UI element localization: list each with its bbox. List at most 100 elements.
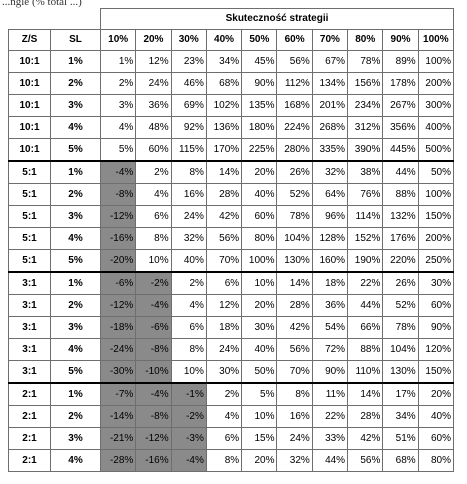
value-cell: 2%	[205, 382, 243, 406]
strategy-table: Skuteczność strategii Z/S SL 10% 20% 30% 40…	[8, 8, 455, 472]
value-cell: -4%	[170, 449, 207, 472]
value-cell: -30%	[99, 360, 137, 384]
value-cell: 500%	[417, 138, 455, 162]
value-cell: -6%	[99, 271, 137, 295]
value-cell: 26%	[276, 160, 313, 184]
stoploss-cell: 4%	[50, 449, 101, 472]
header-zs: Z/S	[8, 29, 51, 51]
value-cell: 14%	[347, 382, 384, 406]
value-cell: 102%	[205, 94, 243, 117]
value-cell: 128%	[311, 227, 349, 250]
table-row: 2:1 4% -28% -16% -4% 8% 20% 32% 44% 56% 68% 80%	[8, 449, 455, 472]
value-cell: 56%	[347, 449, 384, 472]
ratio-cell: 2:1	[8, 382, 51, 406]
table-row: 10:1 4% 4% 48% 92% 136% 180% 224% 268% 312% 356% 40…	[8, 116, 455, 139]
value-cell: 4%	[99, 116, 137, 139]
ratio-cell: 5:1	[8, 249, 51, 273]
value-cell: 90%	[311, 360, 349, 384]
value-cell: 20%	[241, 449, 278, 472]
value-cell: 12%	[205, 294, 243, 317]
value-cell: 6%	[170, 316, 207, 339]
value-cell: 40%	[241, 338, 278, 361]
value-cell: 60%	[241, 205, 278, 228]
value-cell: 26%	[382, 271, 419, 295]
value-cell: 10%	[241, 405, 278, 428]
stoploss-cell: 5%	[50, 360, 101, 384]
value-cell: 20%	[241, 294, 278, 317]
value-cell: 30%	[417, 271, 455, 295]
value-cell: 104%	[276, 227, 313, 250]
value-cell: 38%	[347, 160, 384, 184]
value-cell: -24%	[99, 338, 137, 361]
value-cell: 24%	[205, 338, 243, 361]
value-cell: 150%	[417, 360, 455, 384]
stoploss-cell: 4%	[50, 227, 101, 250]
value-cell: 6%	[205, 271, 243, 295]
value-cell: 42%	[276, 316, 313, 339]
value-cell: 312%	[347, 116, 384, 139]
value-cell: -2%	[135, 271, 172, 295]
value-cell: 112%	[276, 72, 313, 95]
value-cell: -21%	[99, 427, 137, 450]
value-cell: 34%	[205, 50, 243, 73]
value-cell: 16%	[170, 183, 207, 206]
table-row: 2:1 3% -21% -12% -3% 6% 15% 24% 33% 42% 51% 60%	[8, 427, 455, 450]
table-row: 5:1 5% -20% 10% 40% 70% 100% 130% 160% 190% 220% 25…	[8, 249, 455, 273]
table-row: 3:1 2% -12% -4% 4% 12% 20% 28% 36% 44% 52% 60%	[8, 294, 455, 317]
value-cell: 268%	[311, 116, 349, 139]
value-cell: 90%	[241, 72, 278, 95]
value-cell: 30%	[241, 316, 278, 339]
value-cell: 46%	[170, 72, 207, 95]
table-row: 5:1 3% -12% 6% 24% 42% 60% 78% 96% 114% 132% 150%	[8, 205, 455, 228]
value-cell: -7%	[99, 382, 137, 406]
value-cell: 2%	[135, 160, 172, 184]
value-cell: 70%	[205, 249, 243, 273]
value-cell: 22%	[311, 405, 349, 428]
value-cell: 92%	[170, 116, 207, 139]
ratio-cell: 2:1	[8, 449, 51, 472]
value-cell: 14%	[276, 271, 313, 295]
value-cell: 32%	[276, 449, 313, 472]
table-row: 3:1 3% -18% -6% 6% 18% 30% 42% 54% 66% 78% 90%	[8, 316, 455, 339]
table-row: 10:1 1% 1% 12% 23% 34% 45% 56% 67% 78% 89% 100%	[8, 50, 455, 73]
value-cell: 8%	[135, 227, 172, 250]
value-cell: 100%	[417, 50, 455, 73]
value-cell: 16%	[276, 405, 313, 428]
stoploss-cell: 4%	[50, 338, 101, 361]
value-cell: -8%	[135, 405, 172, 428]
value-cell: 356%	[382, 116, 419, 139]
value-cell: 200%	[417, 72, 455, 95]
stoploss-cell: 1%	[50, 50, 101, 73]
column-header: 10%	[99, 29, 137, 51]
value-cell: 11%	[311, 382, 349, 406]
value-cell: 176%	[382, 227, 419, 250]
value-cell: 36%	[135, 94, 172, 117]
value-cell: 40%	[241, 183, 278, 206]
value-cell: 76%	[347, 183, 384, 206]
value-cell: 100%	[241, 249, 278, 273]
corner-blank	[8, 8, 101, 30]
value-cell: 48%	[135, 116, 172, 139]
stoploss-cell: 3%	[50, 316, 101, 339]
value-cell: 280%	[276, 138, 313, 162]
value-cell: 115%	[170, 138, 207, 162]
value-cell: 40%	[170, 249, 207, 273]
value-cell: 22%	[347, 271, 384, 295]
value-cell: 32%	[311, 160, 349, 184]
table-row: 10:1 3% 3% 36% 69% 102% 135% 168% 201% 234% 267% 30…	[8, 94, 455, 117]
column-header: 30%	[170, 29, 207, 51]
value-cell: 180%	[241, 116, 278, 139]
stoploss-cell: 2%	[50, 294, 101, 317]
caption-fragment: ...ngle (% total ...)	[2, 0, 82, 8]
value-cell: 66%	[347, 316, 384, 339]
value-cell: 130%	[276, 249, 313, 273]
value-cell: 88%	[382, 183, 419, 206]
value-cell: 28%	[347, 405, 384, 428]
value-cell: 18%	[311, 271, 349, 295]
value-cell: 90%	[417, 316, 455, 339]
value-cell: 136%	[205, 116, 243, 139]
value-cell: 6%	[205, 427, 243, 450]
stoploss-cell: 5%	[50, 249, 101, 273]
value-cell: 88%	[347, 338, 384, 361]
value-cell: 89%	[382, 50, 419, 73]
